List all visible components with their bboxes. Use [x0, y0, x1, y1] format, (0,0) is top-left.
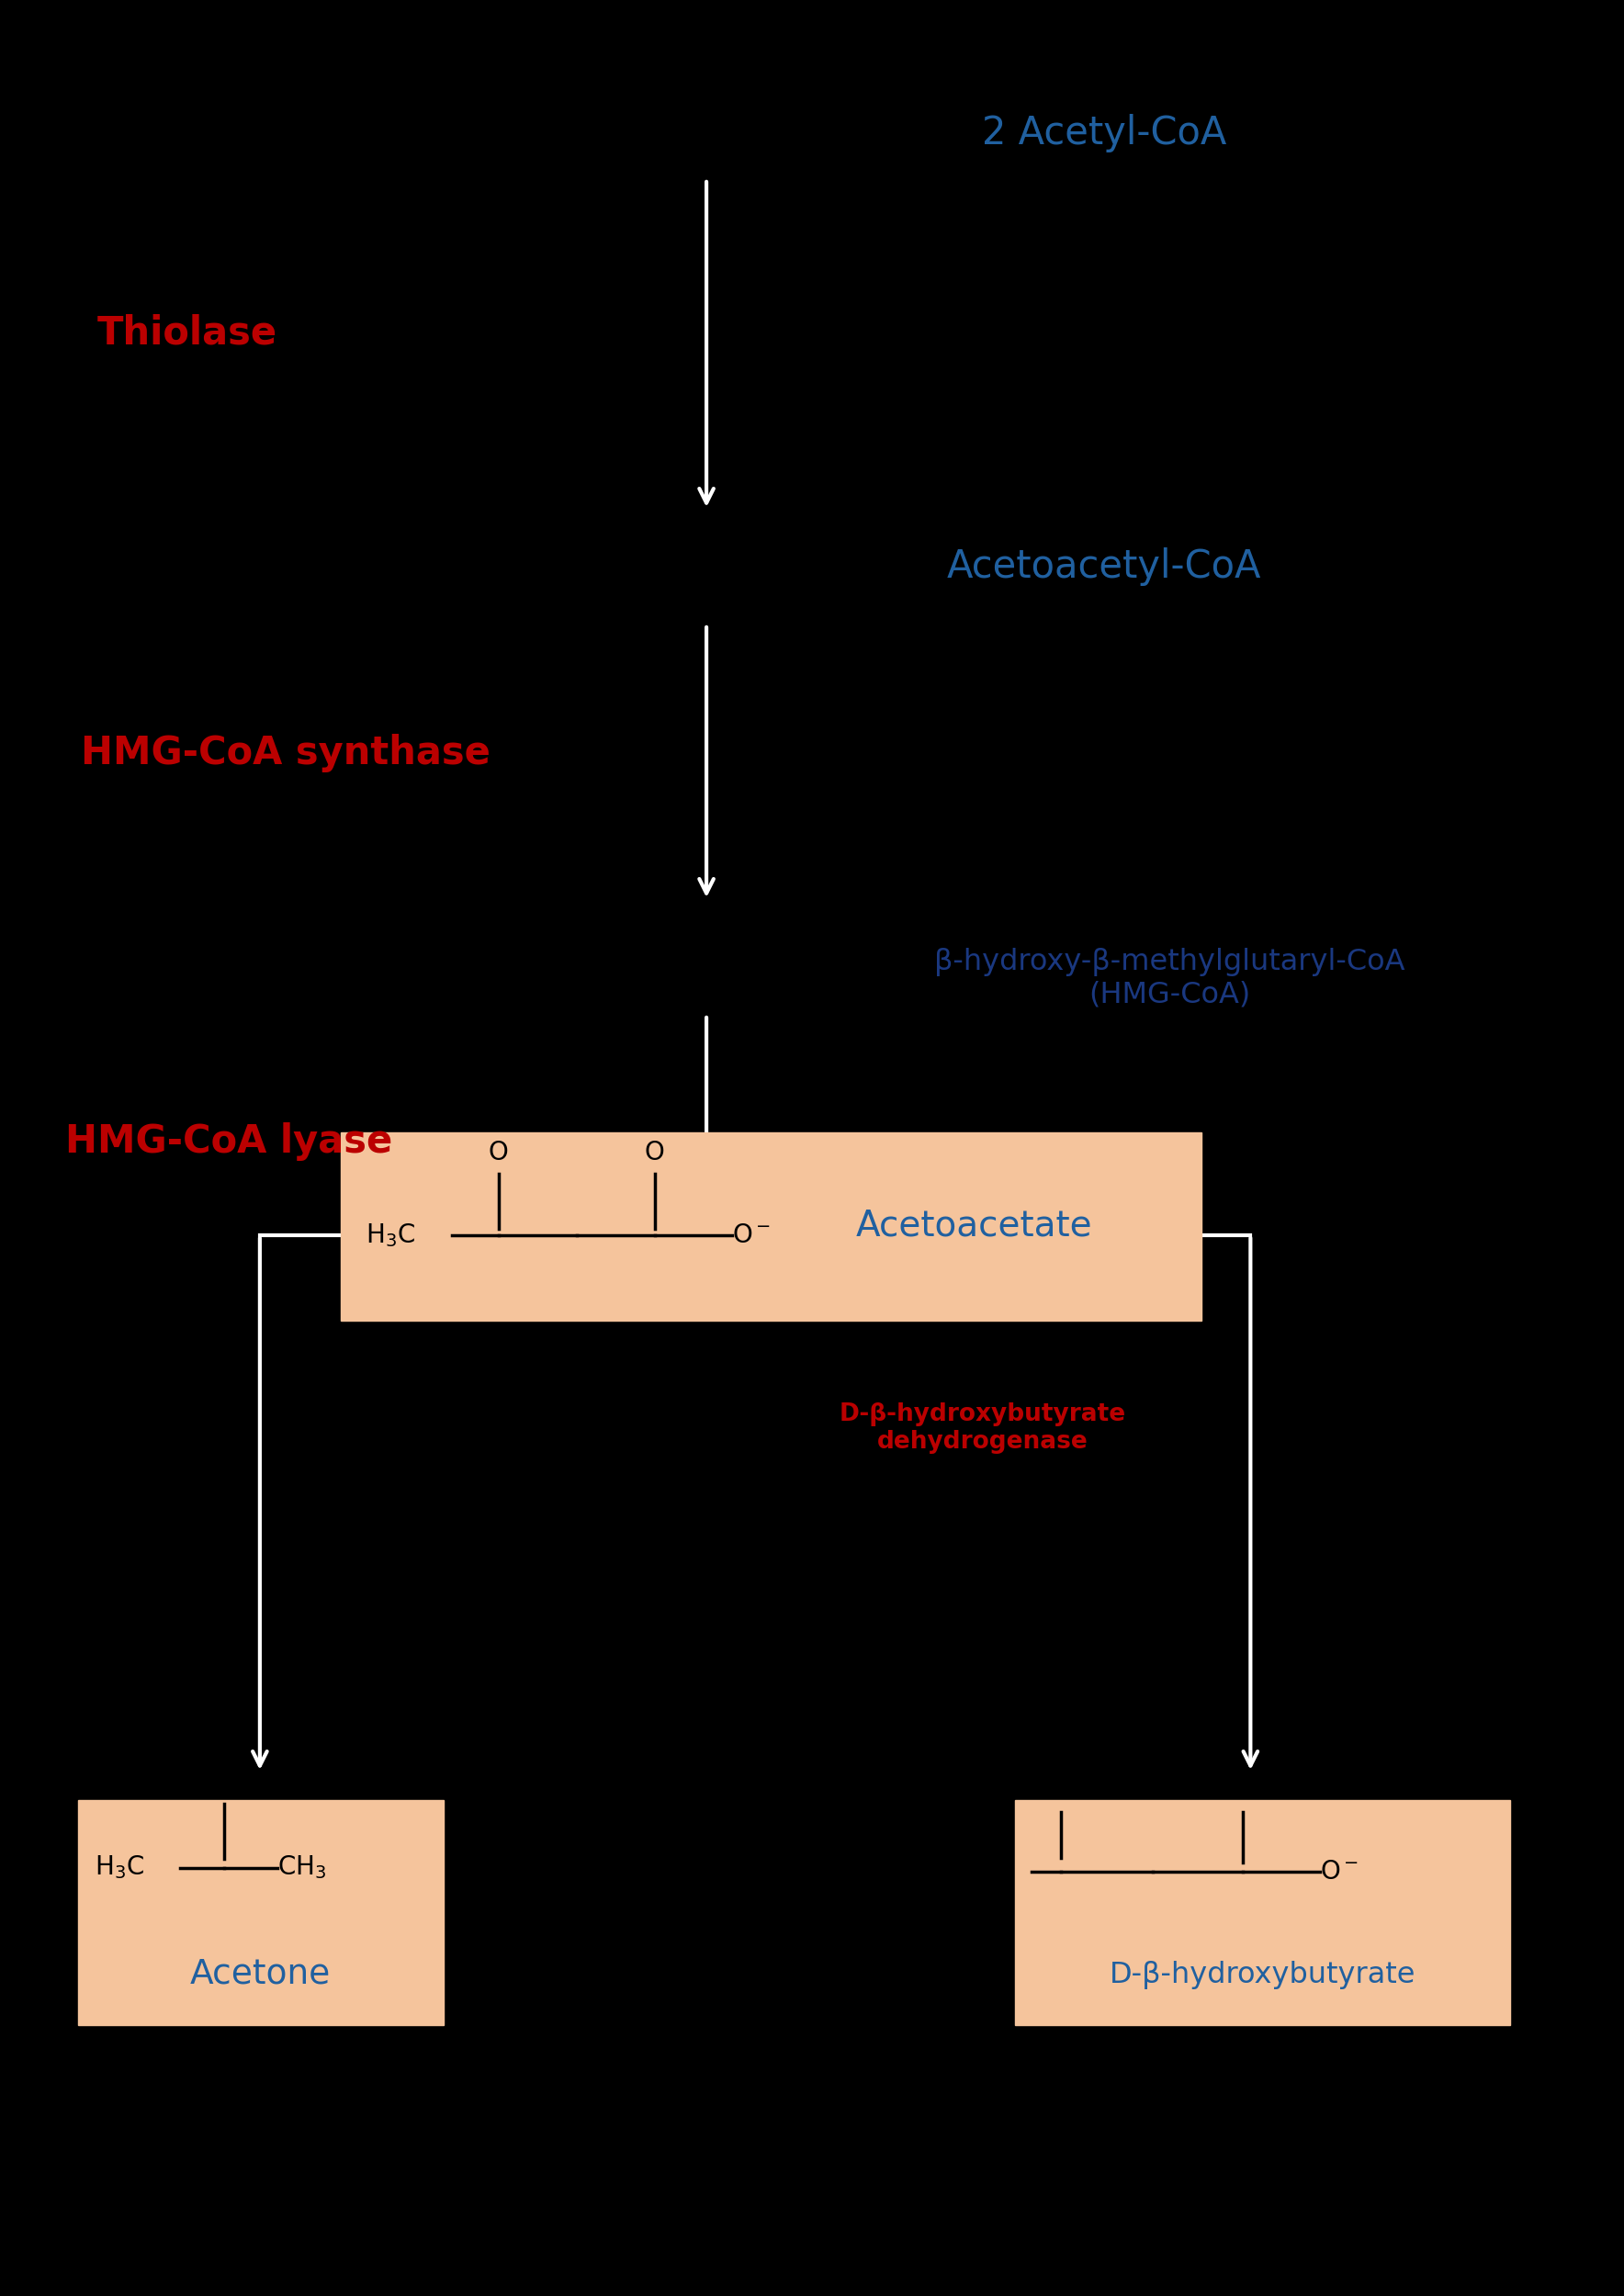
- Text: CH$_3$: CH$_3$: [278, 1853, 326, 1880]
- FancyBboxPatch shape: [78, 1800, 443, 2025]
- Text: Acetone: Acetone: [190, 1958, 331, 1991]
- FancyBboxPatch shape: [341, 1132, 1202, 1320]
- Text: O: O: [489, 1141, 508, 1166]
- FancyBboxPatch shape: [1015, 1800, 1510, 2025]
- Text: O$^-$: O$^-$: [732, 1221, 771, 1249]
- Text: H$_3$C: H$_3$C: [365, 1221, 416, 1249]
- Text: D-β-hydroxybutyrate: D-β-hydroxybutyrate: [1109, 1961, 1416, 1988]
- Text: β-hydroxy-β-methylglutaryl-CoA
(HMG-CoA): β-hydroxy-β-methylglutaryl-CoA (HMG-CoA): [934, 948, 1405, 1008]
- Text: Acetoacetate: Acetoacetate: [856, 1208, 1093, 1244]
- Text: OH: OH: [1043, 1779, 1078, 1800]
- Text: HMG-CoA synthase: HMG-CoA synthase: [81, 735, 490, 771]
- Text: Acetoacetyl-CoA: Acetoacetyl-CoA: [947, 549, 1262, 585]
- Text: O: O: [645, 1141, 664, 1166]
- Text: O$^-$: O$^-$: [1320, 1860, 1359, 1885]
- Text: O: O: [214, 1768, 234, 1793]
- Text: D-β-hydroxybutyrate
dehydrogenase: D-β-hydroxybutyrate dehydrogenase: [840, 1403, 1125, 1453]
- Text: H$_3$C: H$_3$C: [94, 1853, 145, 1880]
- Text: Thiolase: Thiolase: [97, 315, 278, 351]
- Text: O: O: [1233, 1777, 1252, 1802]
- Text: 2 Acetyl-CoA: 2 Acetyl-CoA: [983, 115, 1226, 152]
- Text: HMG-CoA lyase: HMG-CoA lyase: [65, 1123, 391, 1159]
